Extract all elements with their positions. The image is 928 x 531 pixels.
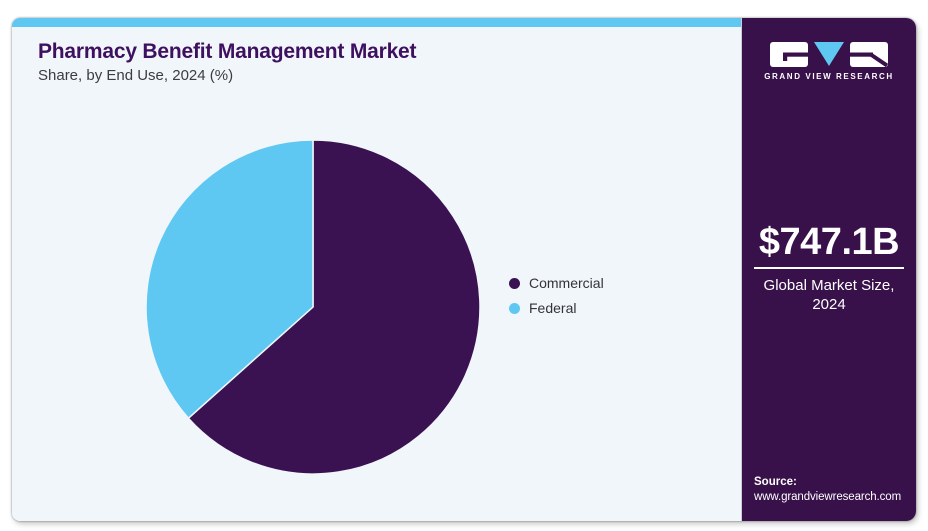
page-title: Pharmacy Benefit Management Market: [38, 40, 417, 63]
market-size-block: $747.1B Global Market Size, 2024: [742, 222, 916, 314]
logo-brand-text: GRAND VIEW RESEARCH: [764, 72, 894, 81]
page-subtitle: Share, by End Use, 2024 (%): [38, 67, 234, 84]
source-url: www.grandviewresearch.com: [754, 491, 902, 503]
pie-slice-commercial: [187, 139, 481, 475]
legend: Commercial Federal: [509, 275, 604, 316]
top-accent-bar: [12, 18, 742, 27]
logo-g-hook: [783, 52, 788, 61]
sidebar: GRAND VIEW RESEARCH $747.1B Global Marke…: [742, 18, 916, 521]
gvr-logo-icon: [770, 42, 888, 67]
chart-panel: Pharmacy Benefit Management Market Share…: [12, 27, 742, 521]
legend-label: Federal: [529, 300, 577, 316]
logo-v-triangle-icon: [814, 42, 844, 66]
legend-item-federal: Federal: [509, 300, 604, 316]
legend-item-commercial: Commercial: [509, 275, 604, 291]
logo-r-slot: [850, 52, 873, 57]
chart-card: Pharmacy Benefit Management Market Share…: [12, 18, 916, 521]
gvr-logo: GRAND VIEW RESEARCH: [742, 42, 916, 81]
logo-g-slot: [783, 52, 808, 57]
legend-label: Commercial: [529, 275, 604, 291]
market-size-value: $747.1B: [758, 221, 900, 263]
legend-dot-icon: [509, 277, 520, 289]
source-block: Source: www.grandviewresearch.com: [754, 475, 910, 505]
logo-r-leg: [868, 52, 888, 67]
market-size-label: Global Market Size, 2024: [763, 277, 895, 313]
pie-slice-federal: [145, 139, 314, 419]
source-label: Source:: [754, 476, 797, 488]
metric-divider: [754, 267, 904, 269]
legend-dot-icon: [509, 302, 520, 314]
pie-chart: [145, 139, 481, 475]
